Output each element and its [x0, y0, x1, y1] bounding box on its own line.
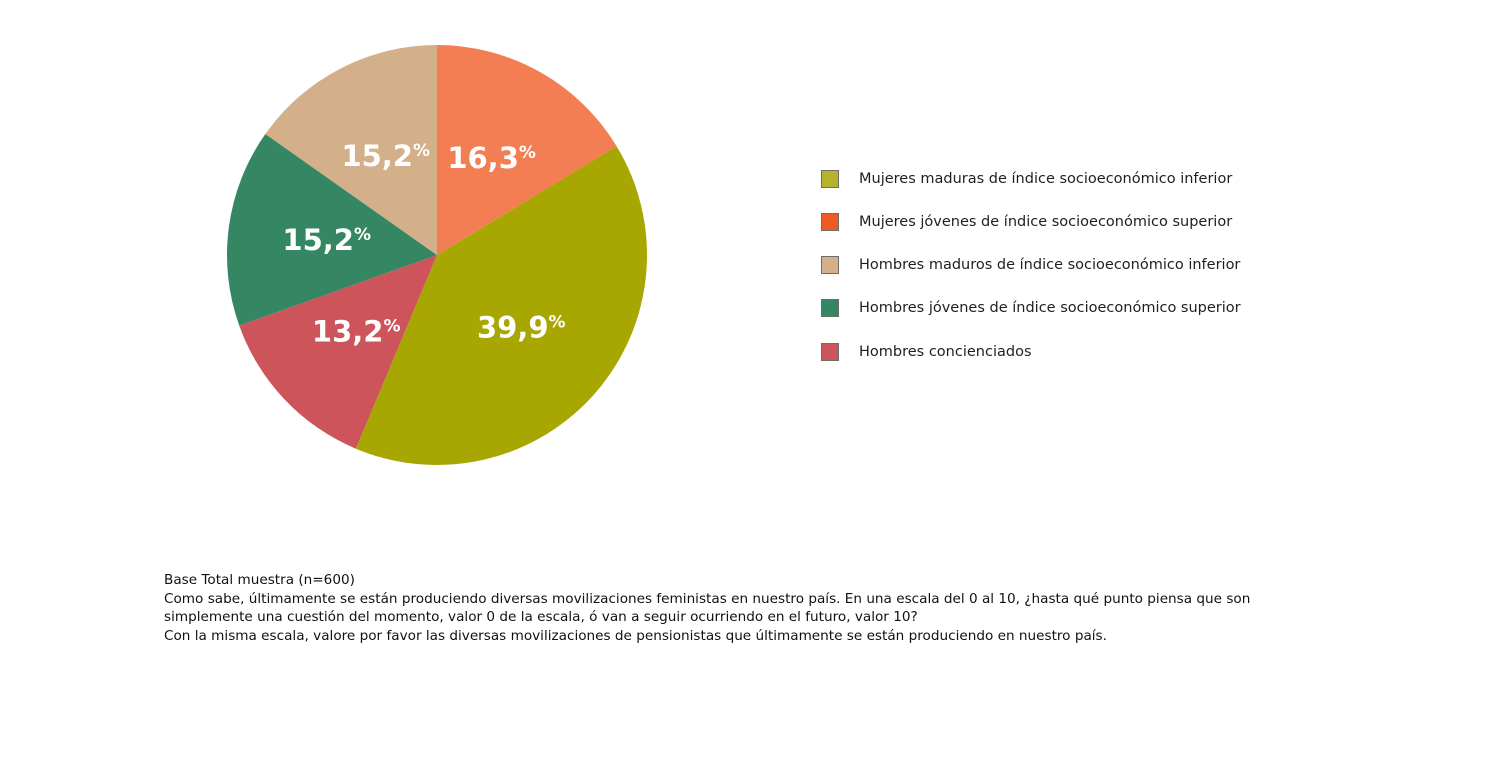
- pie-slice: [265, 45, 437, 255]
- pie-data-label: 15,2%: [341, 139, 430, 173]
- legend-label: Mujeres jóvenes de índice socioeconómico…: [859, 213, 1233, 230]
- footnote: Base Total muestra (n=600) Como sabe, úl…: [164, 571, 1274, 645]
- legend-swatch: [821, 299, 839, 318]
- legend-item: Hombres concienciados: [821, 341, 1381, 362]
- legend-item: Hombres jóvenes de índice socioeconómico…: [821, 298, 1381, 319]
- legend-item: Mujeres maduras de índice socioeconómico…: [821, 168, 1381, 189]
- legend-swatch: [821, 169, 839, 188]
- pie-slice: [355, 146, 648, 466]
- legend: Mujeres maduras de índice socioeconómico…: [821, 168, 1381, 384]
- legend-swatch: [821, 212, 839, 231]
- legend-swatch: [821, 342, 839, 361]
- legend-label: Mujeres maduras de índice socioeconómico…: [859, 170, 1233, 187]
- legend-label: Hombres concienciados: [859, 343, 1032, 360]
- legend-swatch: [821, 256, 839, 275]
- pie-data-label: 13,2%: [312, 315, 401, 349]
- legend-item: Hombres maduros de índice socioeconómico…: [821, 255, 1381, 276]
- pie-slice: [226, 134, 437, 326]
- legend-item: Mujeres jóvenes de índice socioeconómico…: [821, 211, 1381, 232]
- legend-label: Hombres maduros de índice socioeconómico…: [859, 257, 1241, 274]
- pie-slice: [437, 45, 617, 255]
- legend-label: Hombres jóvenes de índice socioeconómico…: [859, 300, 1241, 317]
- pie-data-label: 39,9%: [477, 311, 566, 345]
- footnote-question-1: Como sabe, últimamente se están producie…: [164, 590, 1251, 626]
- pie-slice: [239, 255, 437, 449]
- pie-slices: [226, 45, 648, 466]
- pie-data-label: 15,2%: [282, 223, 371, 257]
- pie-data-labels: 16,3% 39,9% 13,2% 15,2% 15,2%: [282, 139, 565, 348]
- footnote-base: Base Total muestra (n=600): [164, 572, 355, 588]
- pie-data-label: 16,3%: [447, 141, 536, 175]
- footnote-question-2: Con la misma escala, valore por favor la…: [164, 627, 1107, 644]
